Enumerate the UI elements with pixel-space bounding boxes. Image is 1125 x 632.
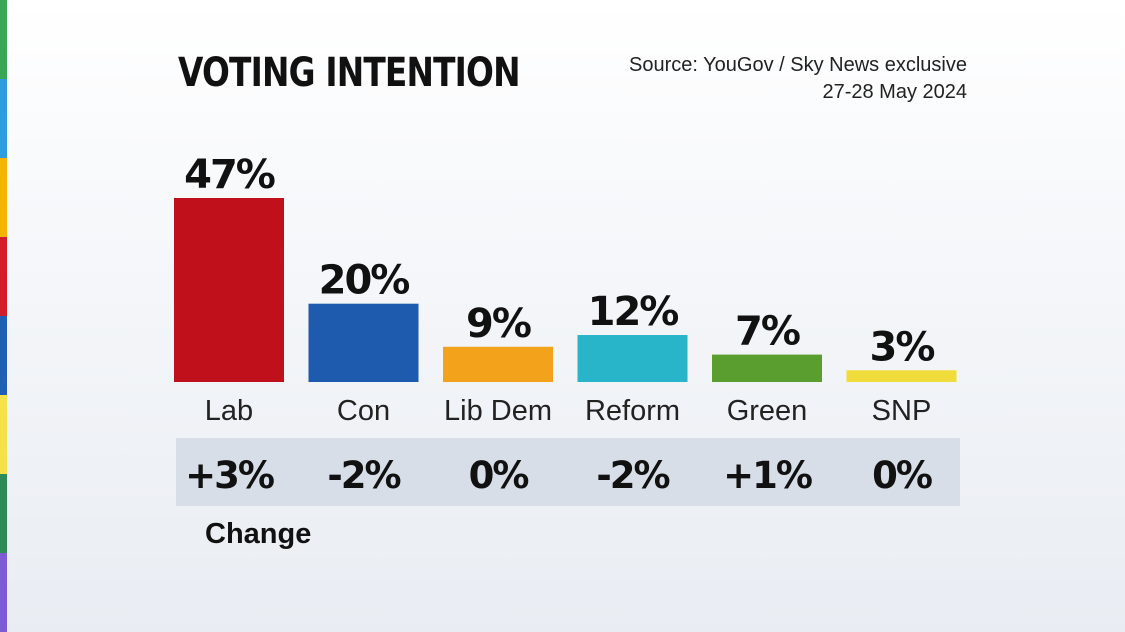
bar-snp xyxy=(846,370,957,382)
bar-green xyxy=(712,354,822,382)
category-label: Con xyxy=(337,395,390,427)
category-label: Reform xyxy=(585,395,680,427)
bar-con xyxy=(308,303,419,382)
change-value: +3% xyxy=(185,454,274,497)
category-label: Lib Dem xyxy=(444,395,552,427)
stripe-segment xyxy=(0,158,7,237)
date-line: 27-28 May 2024 xyxy=(822,81,967,103)
change-value: -2% xyxy=(596,454,669,497)
value-label: 9% xyxy=(466,301,531,347)
category-label: SNP xyxy=(872,395,932,427)
value-label: 47% xyxy=(184,152,275,198)
change-label: Change xyxy=(205,518,312,550)
bar-reform xyxy=(577,335,688,382)
change-value: 0% xyxy=(872,454,932,497)
change-value: -2% xyxy=(327,454,400,497)
stripe-segment xyxy=(0,395,7,474)
bar-lib-dem xyxy=(443,346,553,382)
source-line: Source: YouGov / Sky News exclusive xyxy=(629,54,967,76)
chart-title: VOTING INTENTION xyxy=(178,50,521,96)
change-value: +1% xyxy=(723,454,812,497)
value-label: 3% xyxy=(870,324,935,370)
category-label: Green xyxy=(727,395,808,427)
category-label: Lab xyxy=(205,395,253,427)
stripe-segment xyxy=(0,0,7,79)
value-label: 7% xyxy=(735,309,800,355)
stripe-segment xyxy=(0,553,7,632)
change-band xyxy=(176,438,960,506)
stripe-segment xyxy=(0,237,7,316)
change-value: 0% xyxy=(469,454,529,497)
stripe-segment xyxy=(0,474,7,553)
source-note: Source: YouGov / Sky News exclusive 27-2… xyxy=(629,52,967,106)
stripe-segment xyxy=(0,316,7,395)
stripe-segment xyxy=(0,79,7,158)
value-label: 20% xyxy=(319,258,410,304)
value-label: 12% xyxy=(588,289,679,335)
bar-lab xyxy=(174,198,284,382)
party-color-stripe xyxy=(0,0,7,632)
